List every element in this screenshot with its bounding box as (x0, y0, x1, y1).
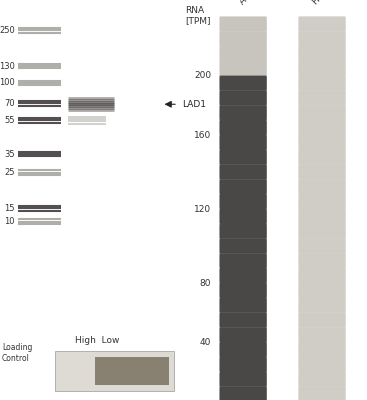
Text: LAD1: LAD1 (182, 100, 206, 109)
FancyBboxPatch shape (298, 150, 346, 165)
Text: 160: 160 (194, 130, 211, 140)
FancyBboxPatch shape (219, 76, 267, 91)
FancyBboxPatch shape (298, 105, 346, 120)
FancyBboxPatch shape (219, 253, 267, 268)
FancyBboxPatch shape (298, 253, 346, 268)
FancyBboxPatch shape (298, 312, 346, 328)
Text: 10: 10 (4, 217, 15, 226)
Text: 35: 35 (4, 150, 15, 158)
FancyBboxPatch shape (298, 298, 346, 313)
Text: High  Low: High Low (75, 336, 119, 345)
Text: RNA
[TPM]: RNA [TPM] (185, 6, 211, 25)
FancyBboxPatch shape (219, 312, 267, 328)
Text: 100: 100 (0, 78, 15, 88)
FancyBboxPatch shape (298, 386, 346, 400)
FancyBboxPatch shape (219, 357, 267, 372)
FancyBboxPatch shape (298, 46, 346, 61)
FancyBboxPatch shape (219, 209, 267, 224)
Text: 120: 120 (194, 204, 211, 214)
FancyBboxPatch shape (219, 90, 267, 106)
FancyBboxPatch shape (298, 179, 346, 194)
FancyBboxPatch shape (298, 120, 346, 135)
FancyBboxPatch shape (55, 351, 174, 391)
FancyBboxPatch shape (219, 298, 267, 313)
FancyBboxPatch shape (219, 31, 267, 46)
FancyBboxPatch shape (298, 31, 346, 46)
Text: A-431: A-431 (238, 0, 263, 6)
FancyBboxPatch shape (219, 194, 267, 209)
FancyBboxPatch shape (298, 61, 346, 76)
FancyBboxPatch shape (298, 238, 346, 254)
FancyBboxPatch shape (298, 209, 346, 224)
Text: 200: 200 (194, 71, 211, 80)
FancyBboxPatch shape (298, 194, 346, 209)
FancyBboxPatch shape (219, 120, 267, 135)
FancyBboxPatch shape (298, 283, 346, 298)
FancyBboxPatch shape (298, 327, 346, 342)
FancyBboxPatch shape (219, 46, 267, 61)
FancyBboxPatch shape (219, 372, 267, 387)
Text: 15: 15 (4, 204, 15, 213)
FancyBboxPatch shape (219, 283, 267, 298)
FancyBboxPatch shape (219, 61, 267, 76)
FancyBboxPatch shape (298, 342, 346, 357)
FancyBboxPatch shape (219, 105, 267, 120)
Text: 55: 55 (4, 116, 15, 125)
Text: 130: 130 (0, 62, 15, 70)
Text: 40: 40 (200, 338, 211, 347)
Text: 70: 70 (4, 99, 15, 108)
Text: Loading
Control: Loading Control (2, 343, 32, 363)
FancyBboxPatch shape (219, 238, 267, 254)
FancyBboxPatch shape (219, 268, 267, 283)
FancyBboxPatch shape (219, 179, 267, 194)
FancyBboxPatch shape (219, 342, 267, 357)
FancyBboxPatch shape (298, 357, 346, 372)
FancyBboxPatch shape (95, 357, 169, 385)
FancyBboxPatch shape (219, 164, 267, 180)
FancyBboxPatch shape (219, 327, 267, 342)
FancyBboxPatch shape (298, 90, 346, 106)
FancyBboxPatch shape (298, 16, 346, 32)
Text: HEK 293: HEK 293 (311, 0, 345, 6)
FancyBboxPatch shape (219, 16, 267, 32)
Text: 25: 25 (4, 168, 15, 177)
FancyBboxPatch shape (219, 386, 267, 400)
FancyBboxPatch shape (298, 76, 346, 91)
Text: 250: 250 (0, 26, 15, 35)
FancyBboxPatch shape (298, 164, 346, 180)
FancyBboxPatch shape (298, 372, 346, 387)
FancyBboxPatch shape (219, 224, 267, 239)
FancyBboxPatch shape (219, 150, 267, 165)
FancyBboxPatch shape (219, 135, 267, 150)
FancyBboxPatch shape (298, 268, 346, 283)
FancyBboxPatch shape (298, 224, 346, 239)
Text: 80: 80 (200, 278, 211, 288)
FancyBboxPatch shape (298, 135, 346, 150)
